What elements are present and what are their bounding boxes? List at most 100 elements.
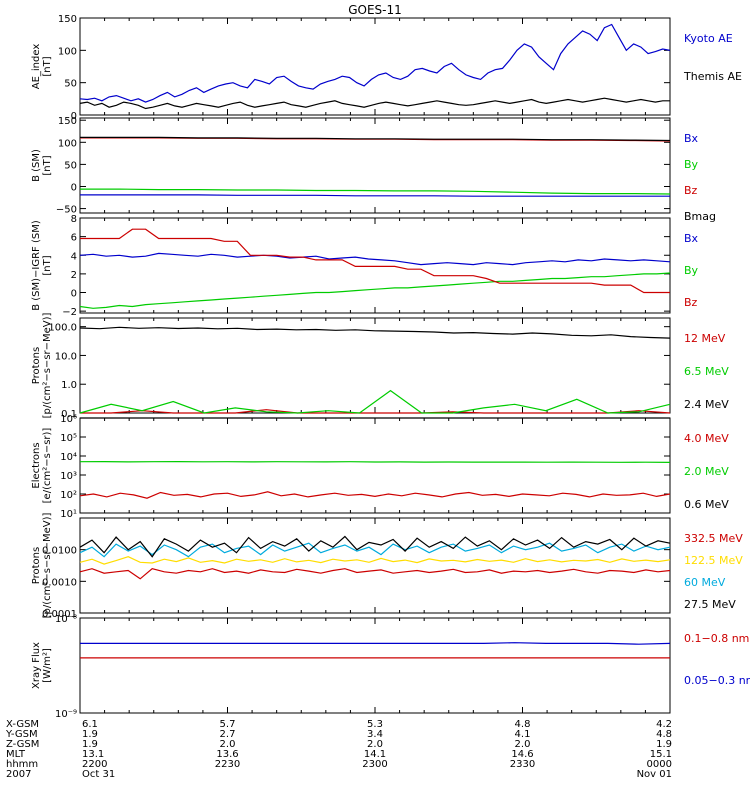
y-tick-label: 0.0010 <box>42 577 77 588</box>
ephemeris-value: Nov 01 <box>637 769 672 780</box>
legend-label: 27.5 MeV <box>684 598 736 611</box>
series-line-0-05-0-3-nm <box>80 642 671 645</box>
ephemeris-value: 4.1 <box>515 729 531 740</box>
y-axis-label: [nT] <box>42 56 53 76</box>
series-line-by <box>79 272 671 309</box>
ephemeris-value: 3.4 <box>367 729 383 740</box>
panel-3: −2 0 2 4 6 8 B (SM)−IGRF (SM) [nT] Bx By Bz <box>31 214 699 318</box>
series-line-27-5-mev <box>79 535 671 558</box>
series-line-122-5-mev <box>79 556 671 565</box>
y-tick-label: 50 <box>64 160 77 171</box>
ephemeris-value: 2.0 <box>220 739 236 750</box>
series-line-2-4-mev <box>79 326 671 339</box>
y-tick-label: 100 <box>58 46 77 57</box>
y-tick-label: 100.0 <box>48 323 77 334</box>
plot-title: GOES-11 <box>348 3 402 17</box>
y-tick-label: 0 <box>71 289 77 300</box>
ephemeris-value: 4.2 <box>656 719 672 730</box>
series-line-332-5-mev <box>79 568 671 580</box>
ephemeris-value: 14.1 <box>364 749 386 760</box>
y-tick-label: 150 <box>58 116 77 127</box>
y-tick-label: 10⁴ <box>60 452 77 463</box>
y-tick-label: 0.0001 <box>42 609 77 620</box>
legend-label: 0.1−0.8 nm <box>684 632 749 645</box>
legend-label: 60 MeV <box>684 576 726 589</box>
series-line-by <box>80 188 671 195</box>
ephemeris-row-label: X-GSM <box>6 719 39 730</box>
panel-frame <box>79 217 671 314</box>
y-axis-label: B (SM) <box>31 149 42 182</box>
panel-1: 0 50 100 150 AE_index [nT] Kyoto AE Themis AE <box>31 14 742 122</box>
y-tick-label: 150 <box>58 14 77 25</box>
ephemeris-row-label: Z-GSM <box>6 739 39 750</box>
y-tick-label: 10.0 <box>55 351 77 362</box>
legend-label: Themis AE <box>683 70 742 83</box>
legend-label: 4.0 MeV <box>684 432 729 445</box>
series-line-bmag <box>80 136 671 142</box>
y-tick-label: 10⁶ <box>60 414 77 425</box>
legend-label: Bz <box>684 184 698 197</box>
ephemeris-value: 5.7 <box>220 719 236 730</box>
panel-frame <box>79 617 671 714</box>
y-tick-label: 10³ <box>60 471 77 482</box>
y-axis-label: [nT] <box>42 255 53 275</box>
y-tick-label: 8 <box>71 214 77 225</box>
legend-label: 12 MeV <box>684 332 726 345</box>
ephemeris-row-label: Y-GSM <box>5 729 38 740</box>
y-tick-label: 10² <box>60 490 77 501</box>
ephemeris-value: 13.6 <box>216 749 238 760</box>
y-tick-label: 100 <box>58 138 77 149</box>
panel-2: −50 0 50 100 150 B (SM) [nT] Bx By Bz Bmag <box>31 116 716 223</box>
y-tick-label: 0.1 <box>61 409 77 420</box>
y-axis-label: [W/m²] <box>42 648 53 683</box>
ephemeris-value: 2300 <box>362 759 387 770</box>
ephemeris-value: 5.3 <box>367 719 383 730</box>
ephemeris-value: 1.9 <box>82 739 98 750</box>
y-axis-label: AE_index <box>31 44 42 90</box>
series-line-6-5-mev <box>79 389 671 414</box>
legend-label: By <box>684 264 699 277</box>
legend-label: Bx <box>684 132 699 145</box>
legend-label: 2.4 MeV <box>684 398 729 411</box>
y-axis-label: Protons <box>31 347 42 384</box>
series-line-2-0-mev <box>79 460 671 463</box>
legend-label: 332.5 MeV <box>684 532 743 545</box>
ephemeris-row-label: 2007 <box>6 769 31 780</box>
ephemeris-value: 1.9 <box>82 729 98 740</box>
panel-5: 10¹ 10² 10³ 10⁴ 10⁵ 10⁶ Electrons [e/(cm²−s−sr)… <box>31 414 729 520</box>
legend-label: Bmag <box>684 210 716 223</box>
ephemeris-value: 2.0 <box>515 739 531 750</box>
legend-label: Bx <box>684 232 699 245</box>
y-tick-label: 0.0100 <box>42 546 77 557</box>
y-tick-label: 10⁻⁸ <box>55 614 77 625</box>
ephemeris-value: 14.6 <box>511 749 533 760</box>
legend-label: 0.6 MeV <box>684 498 729 511</box>
ephemeris-value: Oct 31 <box>82 769 115 780</box>
panel-frame <box>79 417 671 514</box>
ephemeris-row-label: MLT <box>6 749 26 760</box>
panel-frame <box>79 317 671 414</box>
y-tick-label: 4 <box>71 251 77 262</box>
panel-7: 10⁻⁹ 10⁻⁸ Xray Flux [W/m²] 0.1−0.8 nm 0.05−0.… <box>31 614 750 720</box>
ephemeris-value: 6.1 <box>82 719 98 730</box>
ephemeris-row-label: hhmm <box>6 759 38 770</box>
legend-label: 122.5 MeV <box>684 554 743 567</box>
panel-frame <box>79 517 671 614</box>
legend-label: Bz <box>684 296 698 309</box>
legend-label: By <box>684 158 699 171</box>
y-axis-label: [nT] <box>42 155 53 175</box>
series-line-kyoto-ae <box>79 23 671 103</box>
y-tick-label: 2 <box>71 270 77 281</box>
ephemeris-value: 2230 <box>215 759 240 770</box>
ephemeris-value: 2.7 <box>220 729 236 740</box>
panel-4: 0.1 1.0 10.0 100.0 Protons [p/(cm²−s−sr−MeV)]… <box>31 312 729 420</box>
y-tick-label: 6 <box>71 233 77 244</box>
ephemeris-value: 2330 <box>510 759 535 770</box>
y-tick-label: 10¹ <box>60 509 77 520</box>
series-line-60-mev <box>79 542 671 558</box>
legend-label: Kyoto AE <box>684 32 733 45</box>
y-axis-label: B (SM)−IGRF (SM) <box>31 220 42 311</box>
ephemeris-value: 15.1 <box>650 749 672 760</box>
